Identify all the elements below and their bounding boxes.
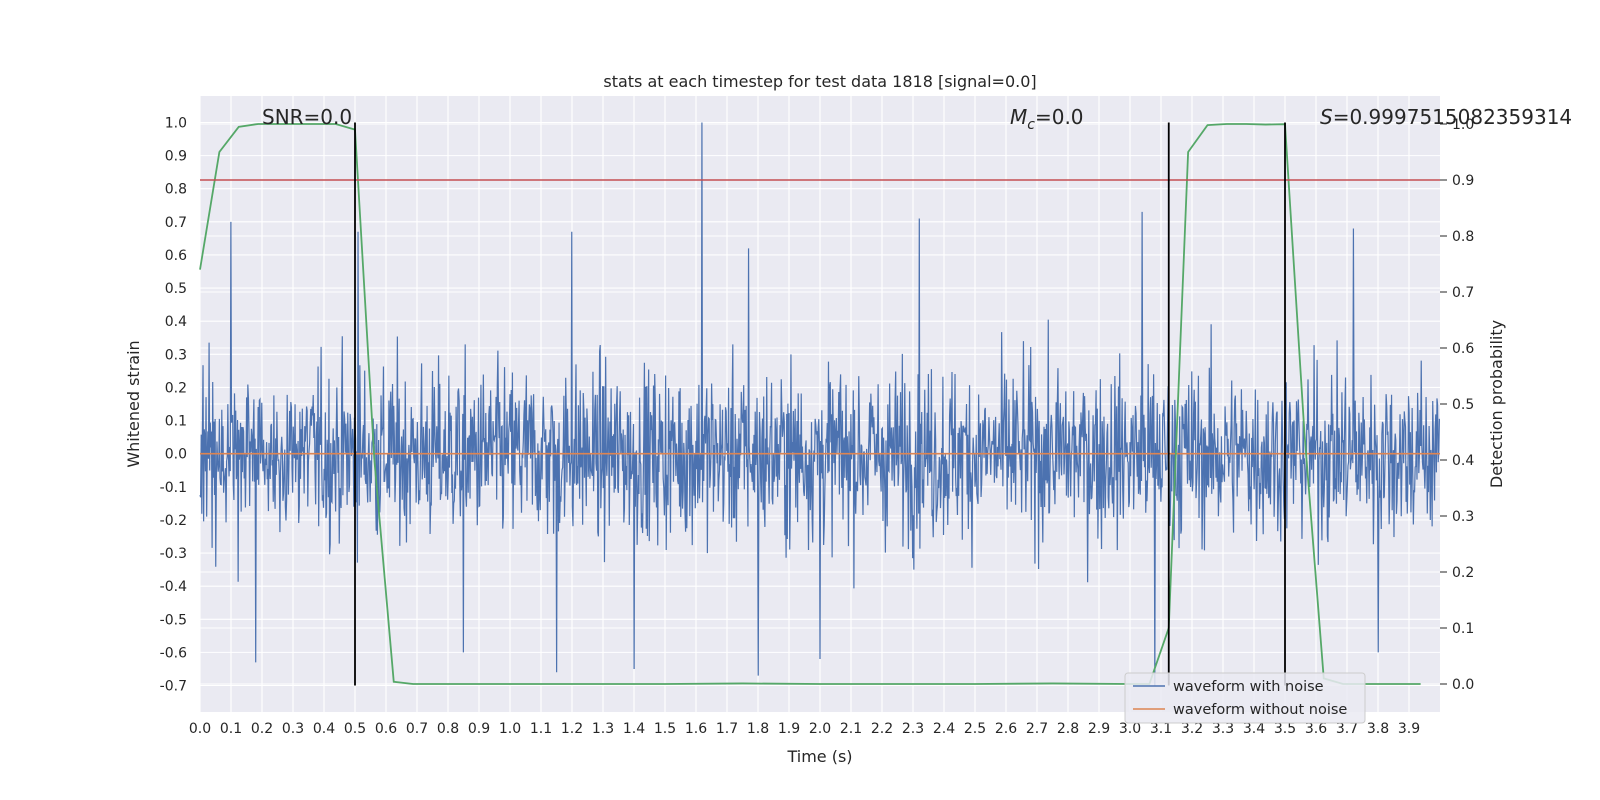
y-tick-label: 0.1 — [165, 414, 187, 430]
y-tick-label: 0.5 — [165, 281, 187, 297]
x-tick-label: 1.8 — [747, 721, 769, 737]
y-tick-label: -0.3 — [160, 546, 187, 562]
y-tick-label: -0.1 — [160, 480, 187, 496]
x-tick-label: 1.3 — [592, 721, 614, 737]
mc-subscript: c — [1027, 117, 1035, 133]
x-tick-label: 0.3 — [282, 721, 304, 737]
y-tick-label: 0.8 — [165, 182, 187, 198]
x-axis-label: Time (s) — [786, 747, 852, 766]
x-tick-label: 0.2 — [251, 721, 273, 737]
y-tick-label: 0.2 — [165, 380, 187, 396]
y-axis-left: -0.7 -0.6 -0.5 -0.4 -0.3 -0.2 -0.1 0.0 0.1 0.2 0.3… — [160, 115, 187, 694]
x-tick-label: 1.2 — [561, 721, 583, 737]
x-tick-label: 3.8 — [1367, 721, 1389, 737]
x-tick-label: 2.4 — [933, 721, 955, 737]
x-tick-label: 2.2 — [871, 721, 893, 737]
x-tick-label: 0.4 — [313, 721, 335, 737]
y2-tick-label: 0.8 — [1452, 229, 1474, 245]
y2-tick-label: 0.9 — [1452, 173, 1474, 189]
y2-tick-label: 0.4 — [1452, 453, 1474, 469]
x-tick-label: 3.1 — [1150, 721, 1172, 737]
y-tick-label: 0.7 — [165, 215, 187, 231]
mc-annotation: Mc=0.0 — [1010, 105, 1084, 133]
x-tick-label: 1.6 — [685, 721, 707, 737]
y2-tick-label: 0.2 — [1452, 565, 1474, 581]
y-tick-label: -0.5 — [160, 612, 187, 628]
x-tick-label: 3.5 — [1274, 721, 1296, 737]
x-tick-label: 0.5 — [344, 721, 366, 737]
x-tick-label: 2.0 — [809, 721, 831, 737]
s-value: =0.9997515082359314 — [1333, 105, 1572, 129]
series-waveform-with-noise — [199, 122, 1440, 686]
x-tick-label: 0.9 — [468, 721, 490, 737]
y-tick-label: -0.4 — [160, 579, 187, 595]
y-axis-right: 0.0 0.1 0.2 0.3 0.4 0.5 0.6 0.7 0.8 0.9 1.0 — [1440, 117, 1474, 693]
line-detection-probability — [199, 123, 1421, 685]
vertical-markers — [354, 122, 1286, 686]
y2-tick-label: 0.0 — [1452, 677, 1474, 693]
x-tick-label: 3.2 — [1181, 721, 1203, 737]
x-axis: 0.0 0.1 0.2 0.3 0.4 0.5 0.6 0.7 0.8 0.9 1.0 1.1 1.2 1… — [189, 721, 1420, 737]
legend: waveform with noise waveform without noi… — [1124, 672, 1366, 724]
x-tick-label: 1.9 — [778, 721, 800, 737]
mc-value: =0.0 — [1035, 105, 1084, 129]
s-symbol: S — [1320, 105, 1333, 129]
x-tick-label: 2.5 — [964, 721, 986, 737]
x-tick-label: 1.0 — [499, 721, 521, 737]
x-tick-label: 2.3 — [902, 721, 924, 737]
legend-label-noise: waveform with noise — [1173, 679, 1324, 695]
x-tick-label: 2.6 — [995, 721, 1017, 737]
x-tick-label: 3.6 — [1305, 721, 1327, 737]
y2-tick-label: 0.7 — [1452, 285, 1474, 301]
y-tick-label: -0.7 — [160, 679, 187, 695]
x-tick-label: 1.1 — [530, 721, 552, 737]
chart-title: stats at each timestep for test data 181… — [603, 72, 1036, 91]
y-tick-label: 0.3 — [165, 347, 187, 363]
series-detection-probability — [199, 123, 1421, 685]
x-tick-label: 2.9 — [1088, 721, 1110, 737]
x-tick-label: 1.5 — [654, 721, 676, 737]
line-waveform-with-noise — [199, 122, 1440, 686]
y2-tick-label: 0.6 — [1452, 341, 1474, 357]
x-tick-label: 0.8 — [437, 721, 459, 737]
y-tick-label: -0.2 — [160, 513, 187, 529]
x-tick-label: 1.4 — [623, 721, 645, 737]
x-tick-label: 3.9 — [1398, 721, 1420, 737]
y-tick-label: -0.6 — [160, 645, 187, 661]
x-tick-label: 3.0 — [1119, 721, 1141, 737]
legend-box — [1124, 672, 1366, 724]
y2-axis-label: Detection probability — [1487, 320, 1506, 488]
x-tick-label: 3.4 — [1243, 721, 1265, 737]
x-tick-label: 0.7 — [406, 721, 428, 737]
y2-tick-label: 0.1 — [1452, 621, 1474, 637]
x-tick-label: 0.0 — [189, 721, 211, 737]
x-tick-label: 0.1 — [220, 721, 242, 737]
x-tick-label: 0.6 — [375, 721, 397, 737]
x-tick-label: 3.7 — [1336, 721, 1358, 737]
snr-annotation: SNR=0.0 — [262, 105, 352, 129]
y-axis-label: Whitened strain — [124, 340, 143, 467]
y2-tick-label: 0.3 — [1452, 509, 1474, 525]
y-tick-label: 0.6 — [165, 248, 187, 264]
y2-tick-label: 0.5 — [1452, 397, 1474, 413]
y-tick-label: 0.9 — [165, 149, 187, 165]
y-tick-label: 0.0 — [165, 447, 187, 463]
x-tick-label: 2.7 — [1026, 721, 1048, 737]
y-tick-label: 1.0 — [165, 115, 187, 131]
s-annotation: S=0.9997515082359314 — [1320, 105, 1572, 129]
x-tick-label: 2.8 — [1057, 721, 1079, 737]
y-tick-label: 0.4 — [165, 314, 187, 330]
mc-symbol: M — [1010, 105, 1027, 129]
legend-label-clean: waveform without noise — [1173, 702, 1347, 718]
x-tick-label: 3.3 — [1212, 721, 1234, 737]
x-tick-label: 2.1 — [840, 721, 862, 737]
y2-tick-label: 1.0 — [1452, 117, 1474, 133]
x-tick-label: 1.7 — [716, 721, 738, 737]
